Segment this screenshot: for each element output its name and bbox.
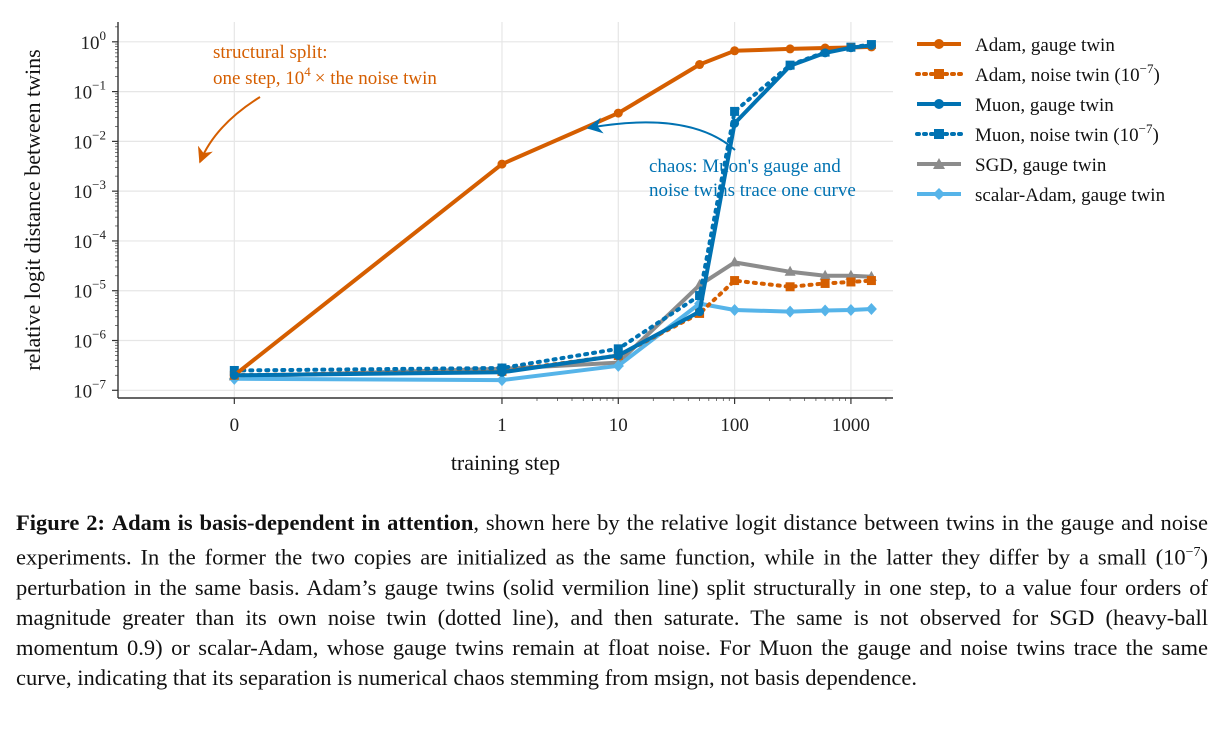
x-tick-label: 100 <box>720 415 749 436</box>
data-point-marker <box>820 278 830 288</box>
data-point-marker <box>497 367 507 377</box>
grid-lines <box>118 22 893 398</box>
x-tick-label: 1000 <box>832 415 870 436</box>
series-line <box>234 43 872 378</box>
chart: 100 10−1 10−2 10−3 10−4 10−5 10−6 10−7 0 1 10 100 10… <box>20 22 1166 475</box>
x-axis-title: training step <box>451 450 560 475</box>
y-tick-label: 10−3 <box>73 177 106 203</box>
y-tick-label: 10−2 <box>73 127 106 153</box>
data-point-marker <box>819 269 831 280</box>
data-point-marker <box>612 359 624 372</box>
x-tick-label: 0 <box>230 415 240 436</box>
data-point-marker <box>695 291 705 301</box>
svg-text:Muon, noise twin (10−7): Muon, noise twin (10−7) <box>975 121 1159 146</box>
data-point-marker <box>496 374 508 387</box>
data-point-marker <box>730 276 740 286</box>
legend-item-adam-noise: Adam, noise twin (10−7) <box>915 61 1160 86</box>
caption-body-1: , shown here by the relative logit dista… <box>16 510 1209 570</box>
data-point-marker <box>229 365 239 375</box>
y-tick-label: 10−1 <box>73 78 106 104</box>
svg-text:Adam, gauge twin: Adam, gauge twin <box>975 35 1115 56</box>
y-axis-title: relative logit distance between twins <box>20 49 45 370</box>
data-point-marker <box>613 350 623 360</box>
legend-item-sgd-gauge: SGD, gauge twin <box>917 155 1107 176</box>
svg-text:SGD, gauge twin: SGD, gauge twin <box>975 155 1107 176</box>
data-point-marker <box>695 60 705 70</box>
data-point-marker <box>846 43 856 53</box>
muon-annotation-line2: noise twins trace one curve <box>649 180 856 201</box>
svg-text:Adam, noise twin (10−7): Adam, noise twin (10−7) <box>975 61 1160 86</box>
data-point-marker <box>785 61 795 71</box>
legend-item-muon-noise: Muon, noise twin (10−7) <box>915 121 1159 146</box>
data-point-marker <box>730 106 740 116</box>
muon-annotation-line1: chaos: Muon's gauge and <box>649 156 841 177</box>
y-tick-label: 10−7 <box>73 376 106 402</box>
y-tick-label: 10−4 <box>73 227 106 253</box>
data-point-marker <box>784 305 796 318</box>
caption-body-2: ) perturbation in the same basis. Adam’s… <box>16 544 1208 690</box>
legend-item-adam-gauge: Adam, gauge twin <box>917 35 1115 56</box>
legend-item-scalar-adam-gauge: scalar-Adam, gauge twin <box>917 185 1166 206</box>
data-point-marker <box>866 40 876 50</box>
data-point-marker <box>730 118 740 128</box>
annotations: structural split: one step, 104 × the noi… <box>198 42 856 201</box>
series-line <box>233 44 872 377</box>
data-point-marker <box>613 344 623 354</box>
svg-text:Muon, gauge twin: Muon, gauge twin <box>975 95 1114 116</box>
x-tick-label: 10 <box>609 415 628 436</box>
muon-annotation-arrow <box>586 117 736 151</box>
data-point-marker <box>865 302 877 315</box>
adam-annotation-line1: structural split: <box>213 42 328 63</box>
figure-caption: Figure 2: Adam is basis-dependent in att… <box>16 508 1208 693</box>
data-point-marker <box>730 46 740 56</box>
caption-sup: −7 <box>1185 545 1201 560</box>
adam-annotation-arrow <box>198 96 261 164</box>
data-point-marker <box>695 307 705 317</box>
data-point-marker <box>845 269 857 280</box>
series-line <box>232 42 874 373</box>
data-point-marker <box>613 108 623 118</box>
data-point-marker <box>866 276 876 286</box>
data-point-marker <box>846 277 856 287</box>
data-point-marker <box>819 304 831 317</box>
y-tick-label: 10−6 <box>73 327 106 353</box>
svg-text:scalar-Adam, gauge twin: scalar-Adam, gauge twin <box>975 185 1166 206</box>
adam-annotation-line2: one step, 104 × the noise twin <box>213 64 437 89</box>
y-tick-label: 10−5 <box>73 277 106 303</box>
data-point-marker <box>229 370 239 380</box>
legend-item-muon-gauge: Muon, gauge twin <box>917 95 1114 116</box>
axes: 100 10−1 10−2 10−3 10−4 10−5 10−6 10−7 0 1 10 100 10… <box>20 22 893 475</box>
data-point-marker <box>820 48 830 58</box>
data-point-marker <box>784 265 796 276</box>
legend: Adam, gauge twin Adam, noise twin (10−7)… <box>915 35 1166 206</box>
data-point-marker <box>785 282 795 292</box>
caption-title: Adam is basis-dependent in attention <box>111 510 474 535</box>
data-point-marker <box>729 304 741 317</box>
data-point-marker <box>845 304 857 317</box>
data-point-marker <box>729 256 741 267</box>
caption-label: Figure 2: <box>16 510 105 535</box>
y-tick-label: 100 <box>81 28 107 54</box>
series-lines <box>228 40 877 387</box>
data-point-marker <box>497 159 507 169</box>
data-point-marker <box>785 44 795 54</box>
x-tick-label: 1 <box>497 415 507 436</box>
